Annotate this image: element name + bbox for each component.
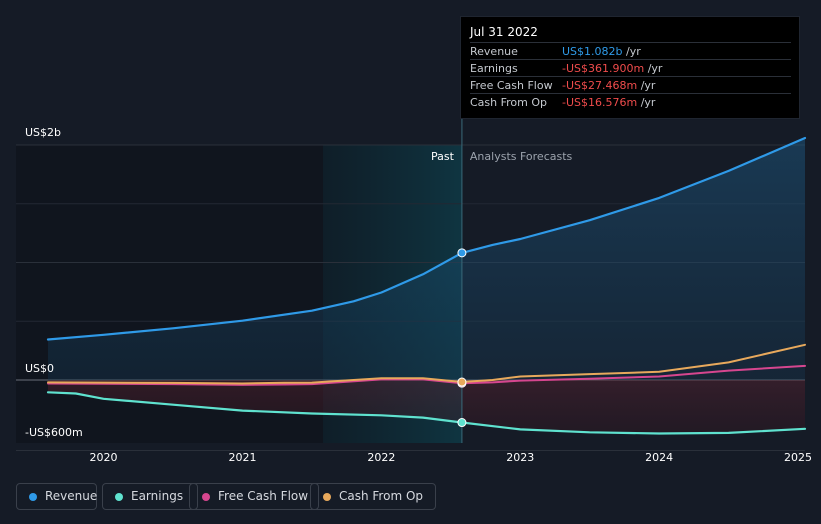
y-axis-label-zero: US$0: [25, 362, 54, 375]
revenue-line: [46, 136, 807, 341]
legend-label: Cash From Op: [339, 489, 424, 503]
legend-item-earnings[interactable]: Earnings: [102, 483, 198, 510]
tooltip-date: Jul 31 2022: [470, 25, 538, 39]
tooltip-label: Revenue: [470, 45, 518, 58]
legend-label: Earnings: [131, 489, 184, 503]
x-tick-label: 2024: [645, 451, 673, 464]
earnings-line: [46, 391, 807, 435]
revenue-area: [48, 138, 805, 380]
legend-dot-icon: [115, 493, 123, 501]
tooltip-unit: /yr: [647, 62, 663, 75]
x-tick-label: 2025: [784, 451, 812, 464]
tooltip-row-free-cash-flow: Free Cash Flow -US$27.468m /yr: [470, 76, 791, 94]
x-tick-label: 2023: [506, 451, 534, 464]
tooltip-unit: /yr: [626, 45, 641, 58]
y-axis-label-top: US$2b: [25, 126, 61, 139]
hover-markers: [457, 248, 467, 428]
free-cash-flow-line: [47, 364, 806, 386]
legend-item-cash-from-op[interactable]: Cash From Op: [310, 483, 436, 510]
revenue-marker: [457, 248, 467, 258]
cash-from-op-line: [47, 343, 806, 385]
x-axis-ticks: 2020 2021 2022 2023 2024 2025: [90, 451, 812, 464]
legend-label: Revenue: [45, 489, 98, 503]
earnings-area: [48, 380, 805, 434]
tooltip-label: Cash From Op: [470, 96, 548, 109]
tooltip-value: -US$16.576m: [562, 96, 638, 109]
tooltip-row-revenue: Revenue US$1.082b /yr: [470, 42, 791, 60]
earnings-marker: [457, 418, 467, 428]
past-label: Past: [431, 150, 455, 163]
tooltip-value: -US$361.900m: [562, 62, 645, 75]
tooltip-row-earnings: Earnings -US$361.900m /yr: [470, 59, 791, 77]
legend-label: Free Cash Flow: [218, 489, 309, 503]
forecast-label: Analysts Forecasts: [470, 150, 573, 163]
x-tick-label: 2021: [228, 451, 256, 464]
tooltip-panel: Jul 31 2022 Revenue US$1.082b /yr Earnin…: [460, 16, 800, 119]
tooltip-unit: /yr: [640, 79, 656, 92]
axis-labels: US$2b US$0 -US$600m Past Analysts Foreca…: [25, 126, 573, 439]
y-axis-label-bottom: -US$600m: [25, 426, 83, 439]
legend-item-free-cash-flow[interactable]: Free Cash Flow: [189, 483, 319, 510]
x-tick-label: 2022: [367, 451, 395, 464]
x-tick-label: 2020: [90, 451, 118, 464]
legend-dot-icon: [202, 493, 210, 501]
tooltip-label: Earnings: [470, 62, 518, 75]
tooltip-value: -US$27.468m: [562, 79, 638, 92]
legend-item-revenue[interactable]: Revenue: [16, 483, 97, 510]
legend-dot-icon: [323, 493, 331, 501]
tooltip-value: US$1.082b: [562, 45, 623, 58]
tooltip-label: Free Cash Flow: [470, 79, 553, 92]
series-lines: [46, 136, 807, 435]
cash-from-op-marker: [457, 377, 467, 387]
legend-dot-icon: [29, 493, 37, 501]
area-fills: [48, 138, 805, 434]
tooltip-row-cash-from-op: Cash From Op -US$16.576m /yr: [470, 93, 791, 111]
tooltip-unit: /yr: [640, 96, 656, 109]
